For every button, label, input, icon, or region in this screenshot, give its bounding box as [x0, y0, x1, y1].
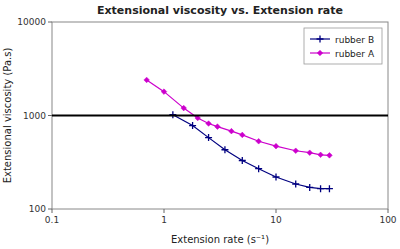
x-tick-label: 0.1 [45, 215, 59, 225]
plot-frame [52, 22, 388, 209]
x-tick [388, 209, 389, 213]
point [221, 146, 228, 153]
plot-area [52, 77, 388, 192]
point [239, 157, 246, 164]
y-tick [48, 22, 52, 23]
point [273, 173, 280, 180]
legend: rubber B rubber A [304, 28, 382, 64]
legend-label: rubber A [335, 49, 375, 59]
point [318, 152, 324, 158]
point [189, 122, 196, 129]
x-tick-label: 1 [161, 215, 167, 225]
point [273, 143, 279, 149]
point [255, 165, 262, 172]
y-tick [48, 209, 52, 210]
y-tick [48, 115, 52, 116]
point [293, 148, 299, 154]
legend-label: rubber B [335, 35, 374, 45]
legend-marker [317, 36, 324, 43]
x-tick-label: 10 [270, 215, 282, 225]
title: Extensional viscosity vs. Extension rate [97, 4, 343, 17]
x-tick-label: 100 [379, 215, 396, 225]
legend-marker [317, 50, 323, 56]
x-axis-label: Extension rate (s⁻¹) [171, 234, 269, 245]
y-tick-label: 1000 [23, 111, 46, 121]
point [327, 153, 333, 159]
legend-box [304, 28, 382, 64]
y-tick-label: 100 [29, 204, 46, 214]
point [161, 89, 167, 95]
x-tick [164, 209, 165, 213]
point [181, 105, 187, 111]
point [326, 185, 333, 192]
point [205, 134, 212, 141]
chart: Extensional viscosity vs. Extension rate… [0, 0, 400, 249]
point [317, 185, 324, 192]
point [239, 132, 245, 138]
x-tick [276, 209, 277, 213]
y-tick-label: 10000 [17, 17, 46, 27]
point [256, 138, 262, 144]
point [306, 184, 313, 191]
point [206, 121, 212, 127]
y-axis-label: Extensional viscosity (Pa.s) [2, 48, 13, 184]
point [229, 128, 235, 134]
reference-line [52, 115, 388, 117]
point [215, 124, 221, 130]
point [144, 77, 150, 83]
point [292, 181, 299, 188]
series-line [147, 80, 330, 155]
point [307, 150, 313, 156]
x-tick [52, 209, 53, 213]
